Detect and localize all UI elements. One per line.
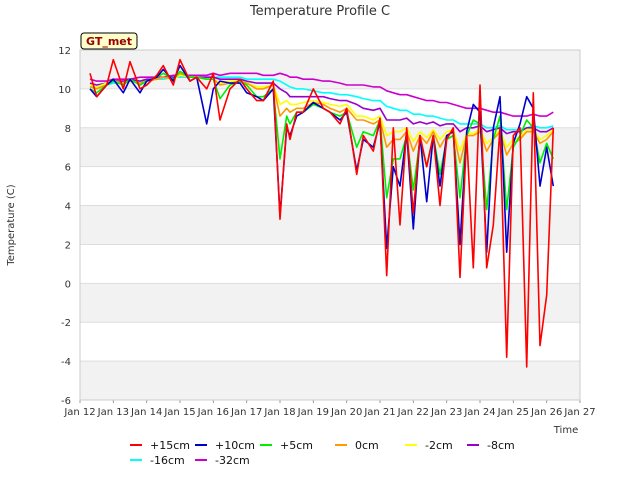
x-tick-labels: Jan 12 Jan 13 Jan 14 Jan 15 Jan 16 Jan 17 Jan … [63, 407, 595, 418]
x-tick-label: Jan 24 [463, 407, 495, 418]
x-tick-label: Jan 12 [63, 407, 95, 418]
x-axis-label: Time [553, 425, 578, 436]
plot-band [80, 361, 580, 400]
legend-label: +5cm [280, 439, 313, 452]
x-tick-label: Jan 20 [330, 407, 362, 418]
x-tick-label: Jan 14 [130, 407, 162, 418]
x-tick-label: Jan 23 [430, 407, 462, 418]
x-tick-label: Jan 16 [197, 407, 229, 418]
x-tick-label: Jan 26 [530, 407, 562, 418]
legend-item: -16cm [130, 454, 185, 467]
legend-label: -8cm [487, 439, 515, 452]
x-tick-label: Jan 25 [497, 407, 529, 418]
x-tick-label: Jan 27 [563, 407, 595, 418]
y-tick-label: 12 [58, 46, 71, 57]
y-tick-label: -6 [61, 396, 71, 407]
legend-label: -2cm [425, 439, 453, 452]
y-tick-label: -4 [61, 357, 71, 368]
y-tick-label: 8 [65, 124, 71, 135]
legend-label: +15cm [150, 439, 190, 452]
plot-band [80, 283, 580, 323]
y-tick-label: 2 [65, 240, 71, 251]
legend-item: -8cm [467, 439, 515, 452]
chart-title: Temperature Profile C [249, 4, 390, 19]
legend-item: -32cm [195, 454, 250, 467]
x-tick-label: Jan 18 [263, 407, 295, 418]
series-line-p15cm [89, 58, 555, 368]
badge-label: GT_met [86, 35, 132, 48]
legend-item: +5cm [260, 439, 313, 452]
y-tick-label: 10 [58, 85, 71, 96]
gt-met-badge: GT_met [80, 32, 138, 50]
legend-label: +10cm [215, 439, 255, 452]
legend: +15cm +10cm +5cm 0cm -2cm -8cm -16cm -32cm [130, 439, 515, 467]
y-tick-label: 4 [65, 202, 71, 213]
y-tick-labels: -6 -4 -2 0 2 4 6 8 10 12 [58, 46, 71, 407]
legend-label: -16cm [150, 454, 185, 467]
legend-label: 0cm [355, 439, 379, 452]
y-tick-label: 6 [65, 163, 71, 174]
x-tick-label: Jan 19 [297, 407, 329, 418]
x-tick-label: Jan 15 [163, 407, 195, 418]
plot-band [80, 205, 580, 245]
series-layer [89, 58, 555, 368]
legend-item: -2cm [405, 439, 453, 452]
legend-item: +10cm [195, 439, 255, 452]
plot-band [80, 50, 580, 89]
y-axis-label: Temperature (C) [6, 184, 17, 266]
plot-frame [79, 49, 581, 401]
x-tick-label: Jan 21 [363, 407, 395, 418]
y-tick-label: 0 [65, 279, 71, 290]
x-tick-label: Jan 17 [230, 407, 262, 418]
legend-item: 0cm [335, 439, 379, 452]
legend-label: -32cm [215, 454, 250, 467]
x-tick-label: Jan 22 [397, 407, 429, 418]
x-tick-label: Jan 13 [97, 407, 129, 418]
legend-item: +15cm [130, 439, 190, 452]
y-tick-label: -2 [61, 318, 71, 329]
